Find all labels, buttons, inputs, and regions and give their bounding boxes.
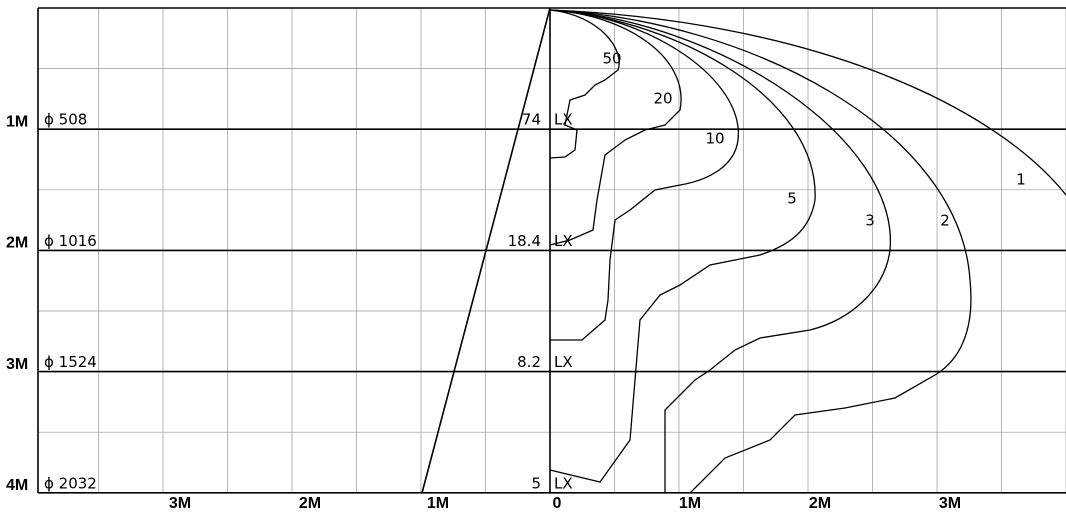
- contour-1: [549, 9, 1066, 196]
- x-label: 1M: [427, 495, 449, 512]
- lux-unit: LX: [554, 353, 573, 371]
- contour-20: [549, 9, 682, 246]
- contour-label: 10: [705, 130, 724, 148]
- lux-value: 18.4: [508, 232, 541, 250]
- diameter-label: ϕ 508: [44, 111, 87, 129]
- x-label: 0: [553, 495, 562, 512]
- contour-3: [549, 9, 891, 493]
- beam-edge: [421, 7, 551, 494]
- contour-2: [549, 9, 972, 494]
- x-label: 3M: [939, 495, 961, 512]
- x-label: 1M: [679, 495, 701, 512]
- contour-label: 50: [602, 50, 621, 68]
- contour-5: [549, 9, 816, 483]
- lux-unit: LX: [554, 232, 573, 250]
- distance-label: 4M: [6, 477, 28, 494]
- x-label: 2M: [299, 495, 321, 512]
- x-label: 2M: [809, 495, 831, 512]
- diameter-label: ϕ 1016: [44, 232, 97, 250]
- lux-value: 5: [531, 474, 541, 492]
- lux-unit: LX: [554, 474, 573, 492]
- distance-label: 3M: [6, 356, 28, 373]
- contour-label: 2: [940, 212, 950, 230]
- contour-label: 1: [1016, 171, 1026, 189]
- diameter-label: ϕ 2032: [44, 474, 97, 492]
- contour-10: [549, 9, 739, 341]
- lux-value: 8.2: [517, 353, 541, 371]
- lux-value: 74: [522, 111, 541, 129]
- contour-label: 5: [787, 190, 797, 208]
- grid: [37, 7, 1066, 494]
- contour-label: 3: [865, 212, 875, 230]
- distance-label: 1M: [6, 113, 28, 130]
- lux-unit: LX: [554, 111, 573, 129]
- contour-50: [549, 9, 620, 159]
- distance-label: 2M: [6, 235, 28, 252]
- labels: 1M ϕ 508 74 LX 2M ϕ 1016 18.4 LX 3M ϕ 1524 8.2 LX 4M…: [6, 50, 1026, 513]
- x-label: 3M: [169, 495, 191, 512]
- contour-label: 20: [653, 90, 672, 108]
- diameter-label: ϕ 1524: [44, 353, 97, 371]
